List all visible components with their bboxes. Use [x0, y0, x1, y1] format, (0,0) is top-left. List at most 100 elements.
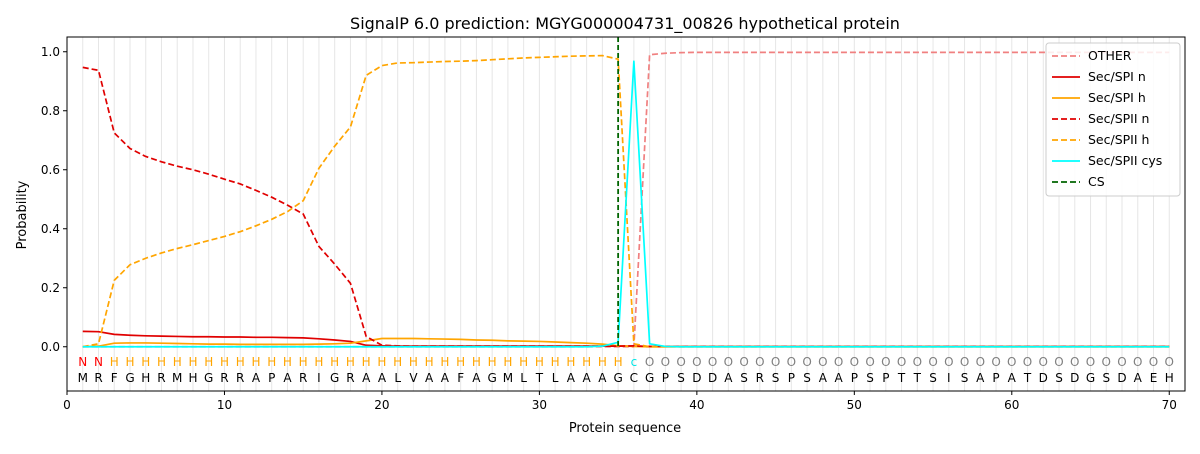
plot-frame: [66, 36, 1186, 392]
legend-label-6: CS: [1088, 174, 1105, 189]
region-label-48: O: [818, 355, 827, 369]
x-tick-label-30: 30: [532, 398, 547, 412]
legend-label-0: OTHER: [1088, 48, 1132, 63]
sequence-residue-18: R: [346, 371, 354, 385]
sequence-residue-12: A: [252, 371, 261, 385]
region-label-54: O: [913, 355, 922, 369]
region-label-37: O: [645, 355, 654, 369]
sequence-residue-62: D: [1039, 371, 1048, 385]
region-label-52: O: [881, 355, 890, 369]
region-label-24: H: [440, 355, 449, 369]
sequence-residue-8: H: [188, 371, 197, 385]
sequence-residue-35: G: [613, 371, 622, 385]
sequence-residue-34: A: [598, 371, 607, 385]
region-label-58: O: [976, 355, 985, 369]
x-tick-label-0: 0: [63, 398, 71, 412]
region-label-31: H: [551, 355, 560, 369]
y-tick-label-0: 0.0: [41, 340, 60, 354]
sequence-residue-40: D: [692, 371, 701, 385]
legend: OTHER Sec/SPI n Sec/SPI h Sec/SPII n Sec/SPI…: [1045, 42, 1181, 197]
sequence-residue-2: R: [94, 371, 102, 385]
legend-label-5: Sec/SPII cys: [1088, 153, 1162, 168]
region-label-23: H: [425, 355, 434, 369]
sequence-residue-4: G: [125, 371, 134, 385]
sequence-residue-65: G: [1086, 371, 1095, 385]
region-label-35: H: [614, 355, 623, 369]
region-label-39: O: [676, 355, 685, 369]
region-label-30: H: [535, 355, 544, 369]
sequence-residue-58: A: [976, 371, 985, 385]
region-label-6: H: [157, 355, 166, 369]
region-label-62: O: [1039, 355, 1048, 369]
sequence-residue-7: M: [172, 371, 182, 385]
region-label-40: O: [692, 355, 701, 369]
sequence-residue-28: M: [503, 371, 513, 385]
region-label-29: H: [519, 355, 528, 369]
y-tick-label-5: 1.0: [41, 45, 60, 59]
region-label-34: H: [598, 355, 607, 369]
y-tick-label-2: 0.4: [41, 222, 60, 236]
y-axis-label: Probability: [15, 180, 30, 249]
x-tick-label-10: 10: [217, 398, 232, 412]
series-line-3: [82, 66, 1170, 348]
region-label-26: H: [472, 355, 481, 369]
sequence-residue-49: A: [834, 371, 843, 385]
region-label-59: O: [991, 355, 1000, 369]
sequence-residue-52: P: [882, 371, 889, 385]
sequence-residue-27: G: [487, 371, 496, 385]
sequence-residue-56: I: [947, 371, 951, 385]
sequence-residue-1: M: [78, 371, 88, 385]
region-label-56: O: [944, 355, 953, 369]
region-label-27: H: [488, 355, 497, 369]
region-label-41: O: [708, 355, 717, 369]
region-label-28: H: [503, 355, 512, 369]
sequence-residue-6: R: [157, 371, 165, 385]
region-label-25: H: [456, 355, 465, 369]
region-label-61: O: [1023, 355, 1032, 369]
region-label-53: O: [897, 355, 906, 369]
region-label-69: O: [1149, 355, 1158, 369]
series-line-5: [82, 60, 1170, 348]
sequence-residue-70: H: [1165, 371, 1174, 385]
sequence-residue-26: A: [472, 371, 481, 385]
sequence-residue-33: A: [583, 371, 592, 385]
x-axis-label: Protein sequence: [569, 421, 681, 436]
region-label-9: H: [204, 355, 213, 369]
sequence-residue-68: A: [1134, 371, 1143, 385]
sequence-residue-38: P: [662, 371, 669, 385]
chart-title: SignalP 6.0 prediction: MGYG000004731_00…: [350, 14, 900, 34]
sequence-residue-59: P: [992, 371, 999, 385]
sequence-residue-9: G: [204, 371, 213, 385]
sequence-residue-61: T: [1023, 371, 1032, 385]
sequence-residue-32: A: [567, 371, 576, 385]
region-label-55: O: [928, 355, 937, 369]
sequence-residue-14: A: [283, 371, 292, 385]
region-label-49: O: [834, 355, 843, 369]
region-label-12: H: [251, 355, 260, 369]
x-tick-label-40: 40: [689, 398, 704, 412]
plot-area: 0 10 20 30 40 50 60 700.00.20.40.60.81.0N N H H H H H…: [41, 36, 1186, 412]
sequence-residue-69: E: [1150, 371, 1158, 385]
sequence-residue-44: R: [756, 371, 764, 385]
sequence-residue-16: I: [317, 371, 321, 385]
region-label-16: H: [314, 355, 323, 369]
region-label-20: H: [377, 355, 386, 369]
region-label-63: O: [1054, 355, 1063, 369]
region-label-21: H: [393, 355, 402, 369]
x-tick-label-20: 20: [374, 398, 389, 412]
region-label-7: H: [173, 355, 182, 369]
sequence-residue-63: S: [1055, 371, 1063, 385]
sequence-residue-30: T: [535, 371, 544, 385]
region-label-66: O: [1102, 355, 1111, 369]
region-label-3: H: [110, 355, 119, 369]
sequence-residue-39: S: [677, 371, 685, 385]
region-label-47: O: [802, 355, 811, 369]
sequence-residue-29: L: [520, 371, 527, 385]
region-label-17: H: [330, 355, 339, 369]
sequence-residue-50: P: [851, 371, 858, 385]
sequence-residue-48: A: [819, 371, 828, 385]
sequence-residue-20: A: [378, 371, 387, 385]
region-label-64: O: [1070, 355, 1079, 369]
